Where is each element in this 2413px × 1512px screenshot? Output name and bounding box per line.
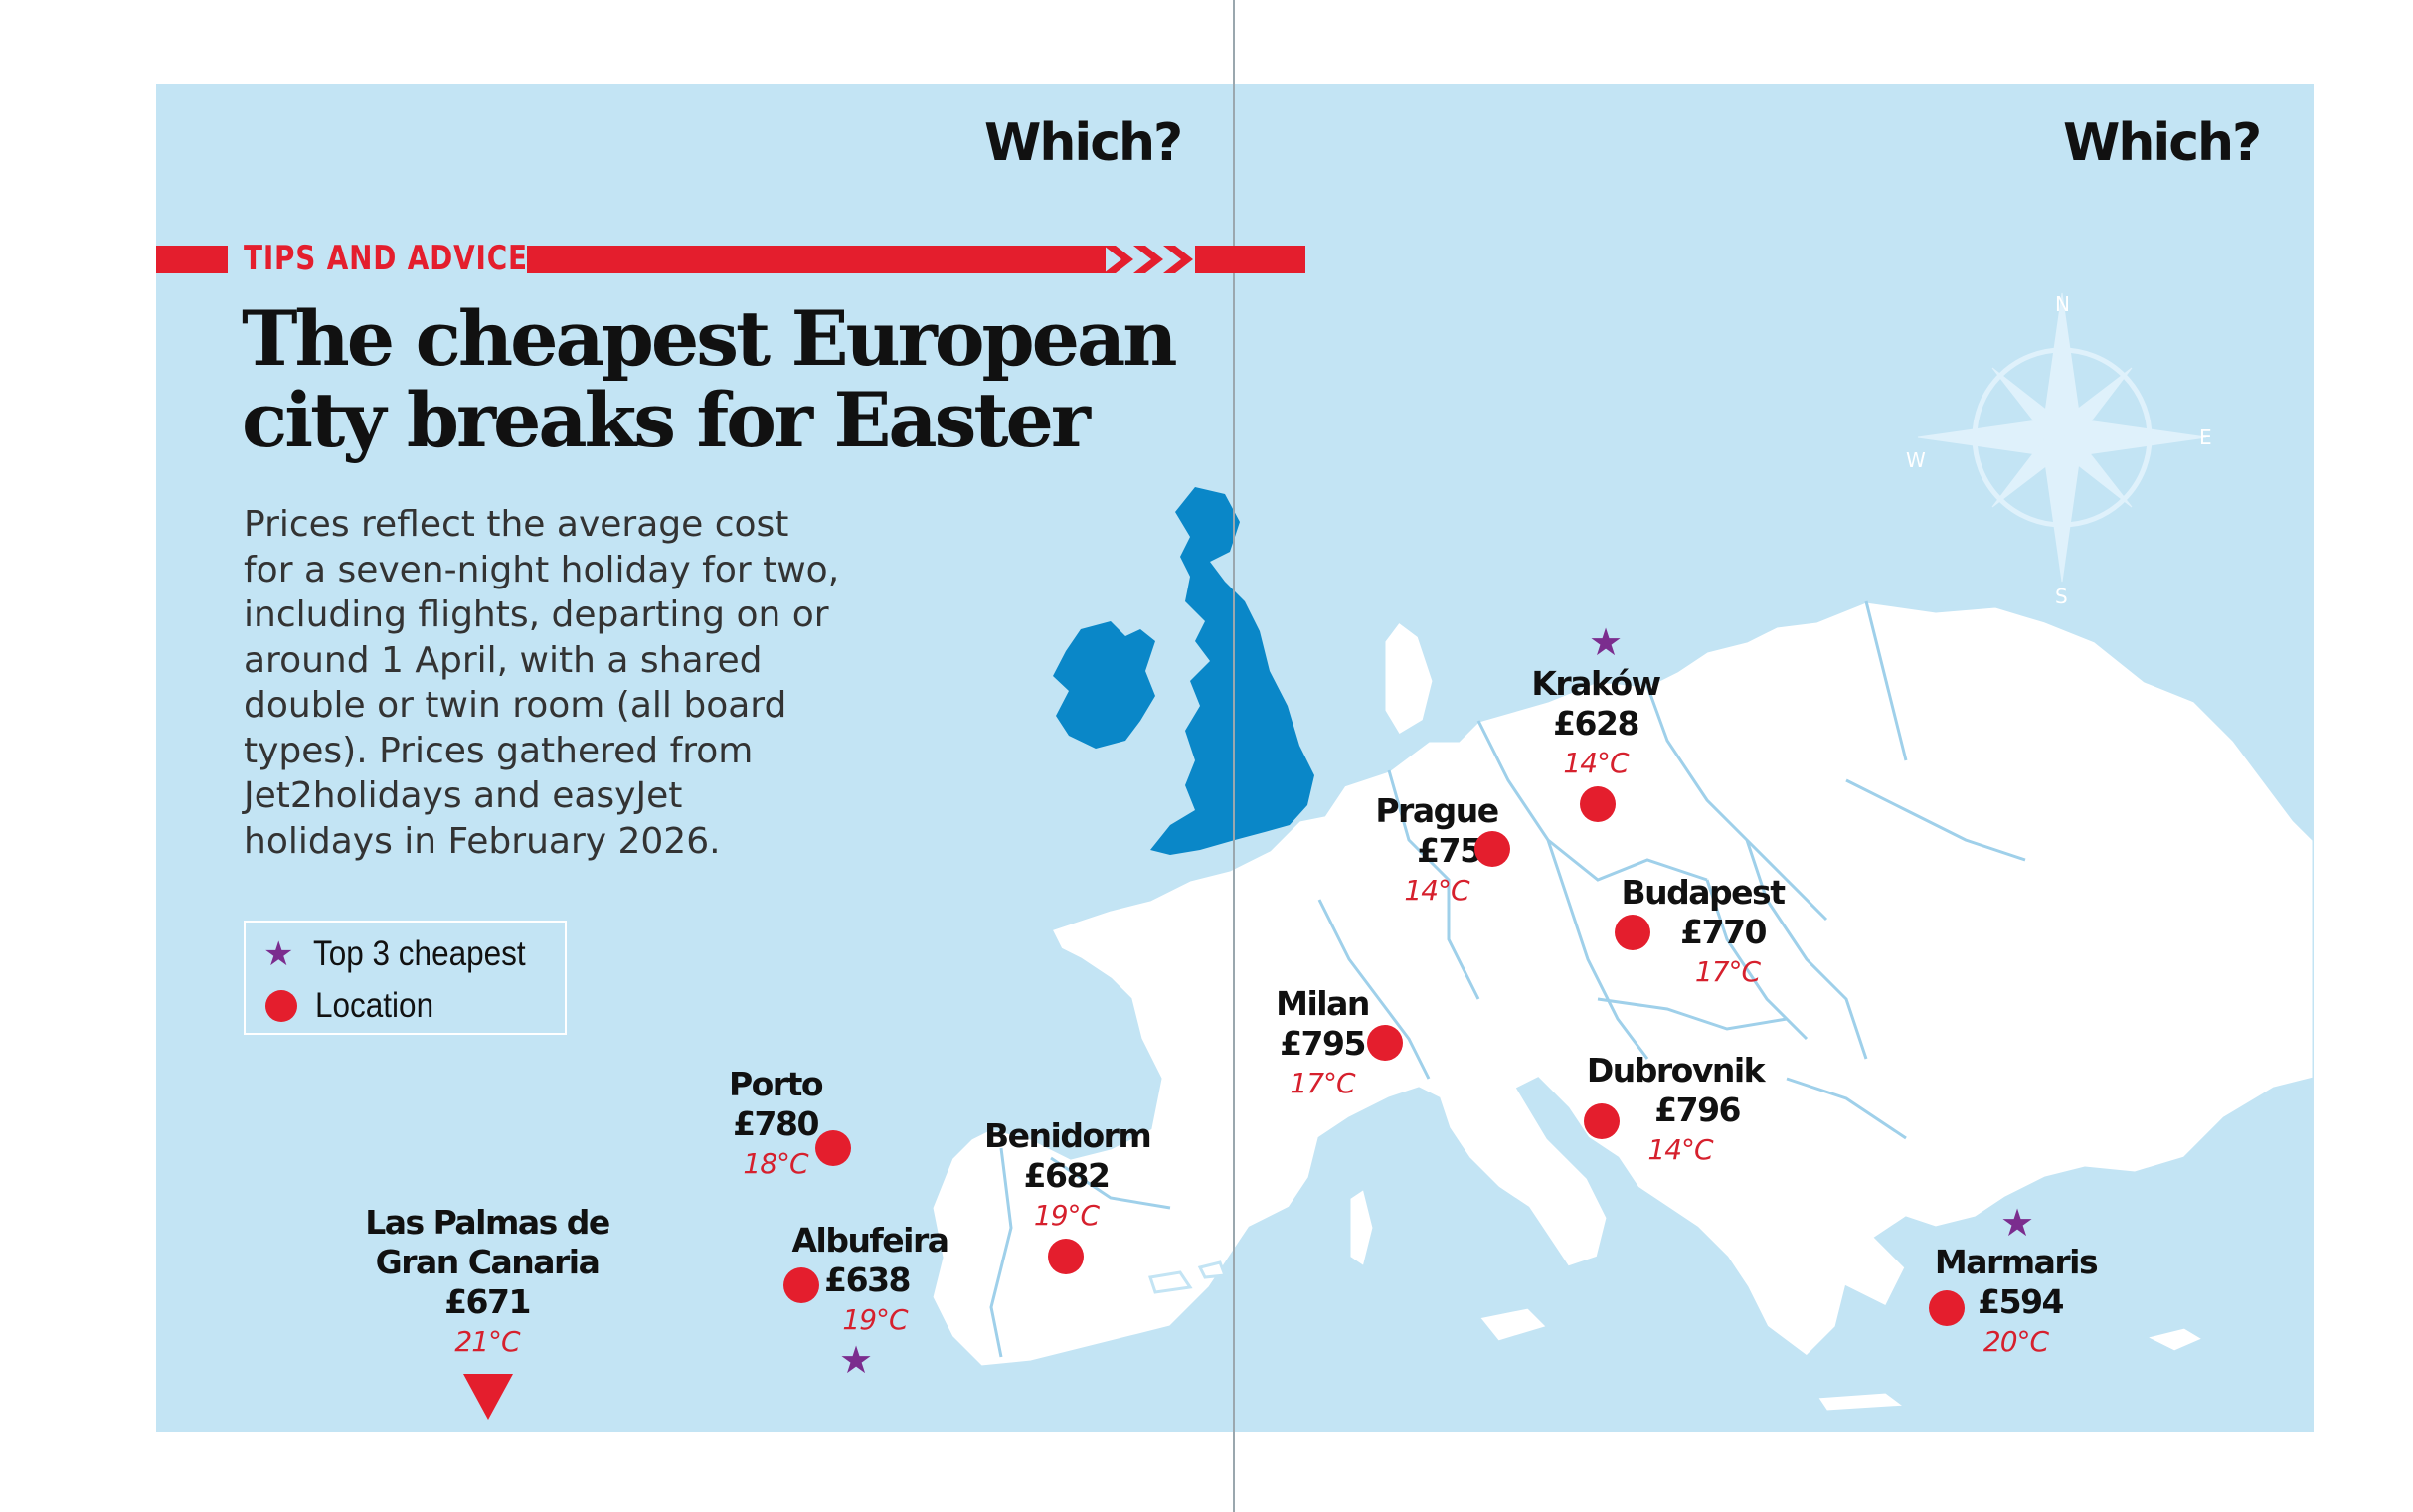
intro-text: Prices reflect the average cost for a se… xyxy=(244,504,840,862)
compass-n: N xyxy=(2055,292,2070,316)
location-dot-budapest[interactable] xyxy=(1615,915,1650,950)
which-logo-left: Which? xyxy=(984,113,1183,173)
city-name: Milan xyxy=(1276,984,1370,1023)
city-temp: 14°C xyxy=(1647,1133,1713,1166)
location-dot-prague[interactable] xyxy=(1474,831,1510,867)
city-price: £770 xyxy=(1680,913,1767,951)
section-bar-left xyxy=(156,246,228,273)
city-price: £628 xyxy=(1553,704,1639,743)
legend-location-label: Location xyxy=(315,986,434,1025)
city-name-line2: Gran Canaria xyxy=(375,1243,601,1281)
city-temp: 19°C xyxy=(1033,1199,1100,1232)
compass-e: E xyxy=(2199,425,2212,449)
section-bar-end xyxy=(1195,246,1305,273)
offmap-arrow-icon[interactable] xyxy=(463,1374,513,1420)
section-bar-right xyxy=(527,246,1106,273)
star-icon: ★ xyxy=(839,1340,874,1382)
city-dubrovnik: Dubrovnik £796 14°C xyxy=(1586,1051,1766,1170)
city-budapest: Budapest £770 17°C xyxy=(1616,873,1790,992)
which-logo-right: Which? xyxy=(2063,113,2262,173)
city-price: £671 xyxy=(444,1282,531,1321)
city-price: £795 xyxy=(1280,1024,1366,1063)
location-dot-benidorm[interactable] xyxy=(1048,1239,1084,1274)
star-icon: ★ xyxy=(2000,1203,2035,1245)
city-price: £796 xyxy=(1654,1091,1741,1129)
location-dot-krakow[interactable] xyxy=(1580,786,1616,822)
location-dot-milan[interactable] xyxy=(1367,1025,1403,1061)
section-label: TIPS AND ADVICE xyxy=(244,239,528,278)
chevron-right-icon xyxy=(1104,246,1133,273)
city-price: £638 xyxy=(824,1260,911,1299)
city-name: Budapest xyxy=(1621,873,1786,912)
legend-top3-row: ★ Top 3 cheapest xyxy=(263,934,550,974)
compass-s: S xyxy=(2055,585,2068,608)
city-name: Benidorm xyxy=(984,1116,1152,1155)
city-temp: 18°C xyxy=(743,1147,808,1180)
star-icon: ★ xyxy=(263,935,294,973)
legend-location-row: Location xyxy=(265,986,446,1026)
city-price: £780 xyxy=(733,1104,819,1143)
city-name-line1: Las Palmas de xyxy=(365,1203,610,1242)
city-name: Porto xyxy=(728,1065,824,1103)
map-background: N E S W xyxy=(156,84,2314,1432)
uk-ireland-shape xyxy=(1053,487,1314,855)
chevron-right-icon xyxy=(1133,246,1163,273)
city-price: £682 xyxy=(1023,1156,1111,1195)
city-benidorm: Benidorm £682 19°C xyxy=(984,1116,1152,1236)
compass-rose xyxy=(1917,292,2207,583)
location-dot-dubrovnik[interactable] xyxy=(1584,1103,1620,1139)
location-dot-albufeira[interactable] xyxy=(783,1267,819,1303)
title-line-1: The cheapest European xyxy=(242,294,1178,383)
compass-w: W xyxy=(1906,448,1926,472)
city-temp: 19°C xyxy=(842,1303,908,1336)
location-dot-marmaris[interactable] xyxy=(1929,1290,1965,1326)
map-legend: ★ Top 3 cheapest Location xyxy=(244,921,567,1035)
location-dot-porto[interactable] xyxy=(815,1130,851,1166)
country-borders xyxy=(989,600,2026,1358)
page-gutter xyxy=(1233,0,1235,1512)
city-temp: 14°C xyxy=(1404,874,1469,907)
city-temp: 17°C xyxy=(1694,955,1761,988)
chevron-right-icon xyxy=(1163,246,1193,273)
title-line-2: city breaks for Easter xyxy=(242,376,1091,464)
europe-land xyxy=(930,599,2314,1414)
star-icon: ★ xyxy=(1589,622,1624,664)
location-dot-icon xyxy=(265,990,297,1022)
city-name: Albufeira xyxy=(791,1221,949,1260)
legend-top3-label: Top 3 cheapest xyxy=(313,934,527,973)
city-temp: 20°C xyxy=(1982,1325,2049,1358)
city-albufeira: Albufeira £638 19°C xyxy=(790,1221,949,1340)
city-name: Dubrovnik xyxy=(1586,1051,1766,1090)
city-marmaris: Marmaris £594 20°C xyxy=(1934,1243,2099,1362)
page-title: The cheapest European city breaks for Ea… xyxy=(242,294,1178,464)
city-price: £594 xyxy=(1978,1282,2064,1321)
city-temp: 17°C xyxy=(1290,1067,1355,1099)
europe-map: N E S W xyxy=(930,292,2314,1414)
city-las-palmas: Las Palmas de Gran Canaria £671 21°C xyxy=(363,1203,611,1362)
city-name: Marmaris xyxy=(1934,1243,2099,1281)
city-krakow: Kraków £628 14°C xyxy=(1521,664,1670,783)
city-name: Kraków xyxy=(1531,664,1661,703)
city-porto: Porto £780 18°C xyxy=(721,1065,830,1184)
city-name: Prague xyxy=(1375,791,1499,830)
city-temp: 14°C xyxy=(1563,747,1629,779)
city-temp: 21°C xyxy=(454,1325,520,1358)
city-milan: Milan £795 17°C xyxy=(1273,984,1372,1103)
